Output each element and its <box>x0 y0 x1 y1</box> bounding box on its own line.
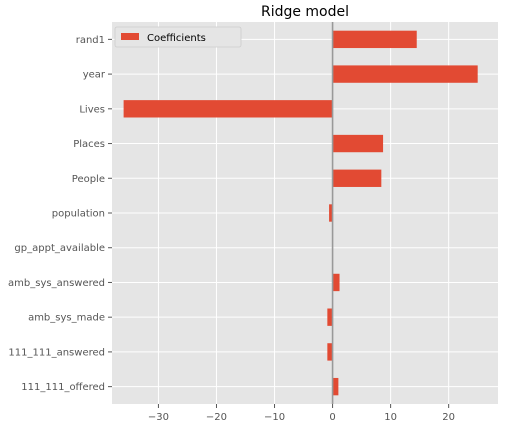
legend-box <box>114 26 242 48</box>
legend-label: Coefficients <box>147 33 206 44</box>
plot-area <box>112 22 498 404</box>
bar-111-111-offered <box>332 377 339 396</box>
bar-amb-sys-made <box>327 308 333 326</box>
y-tick-label: People <box>72 174 105 185</box>
x-tick-label: 20 <box>442 412 455 423</box>
bar-amb-sys-answered <box>332 273 340 292</box>
y-tick-label: amb_sys_made <box>28 313 105 324</box>
axes: rand1 year Lives Places People population gp_a… <box>8 35 455 423</box>
x-tick-label: −20 <box>206 412 227 423</box>
x-tick-label: 0 <box>329 412 335 423</box>
legend: Coefficients <box>114 26 242 48</box>
bar-year <box>332 65 478 83</box>
y-tick-label: population <box>52 209 105 220</box>
x-tick-label: −10 <box>264 412 285 423</box>
x-tick-label: −30 <box>148 412 169 423</box>
y-tick-label: year <box>83 70 106 81</box>
bar-rand1 <box>332 30 417 49</box>
bar-people <box>332 169 382 187</box>
bar-population <box>329 204 333 222</box>
y-tick-label: 111_111_offered <box>21 382 105 393</box>
y-tick-label: 111_111_answered <box>8 347 105 358</box>
y-tick-label: Places <box>73 139 105 150</box>
y-tick-label: Lives <box>79 104 105 115</box>
y-tick-label: gp_appt_available <box>14 243 105 254</box>
bar-111-111-answered <box>327 343 333 361</box>
x-tick-label: 10 <box>384 412 397 423</box>
chart-title: Ridge model <box>261 4 349 20</box>
bar-places <box>332 134 384 153</box>
legend-swatch <box>121 33 139 40</box>
bar-lives <box>123 100 333 118</box>
y-tick-label: amb_sys_answered <box>8 278 105 289</box>
y-tick-label: rand1 <box>76 35 105 46</box>
